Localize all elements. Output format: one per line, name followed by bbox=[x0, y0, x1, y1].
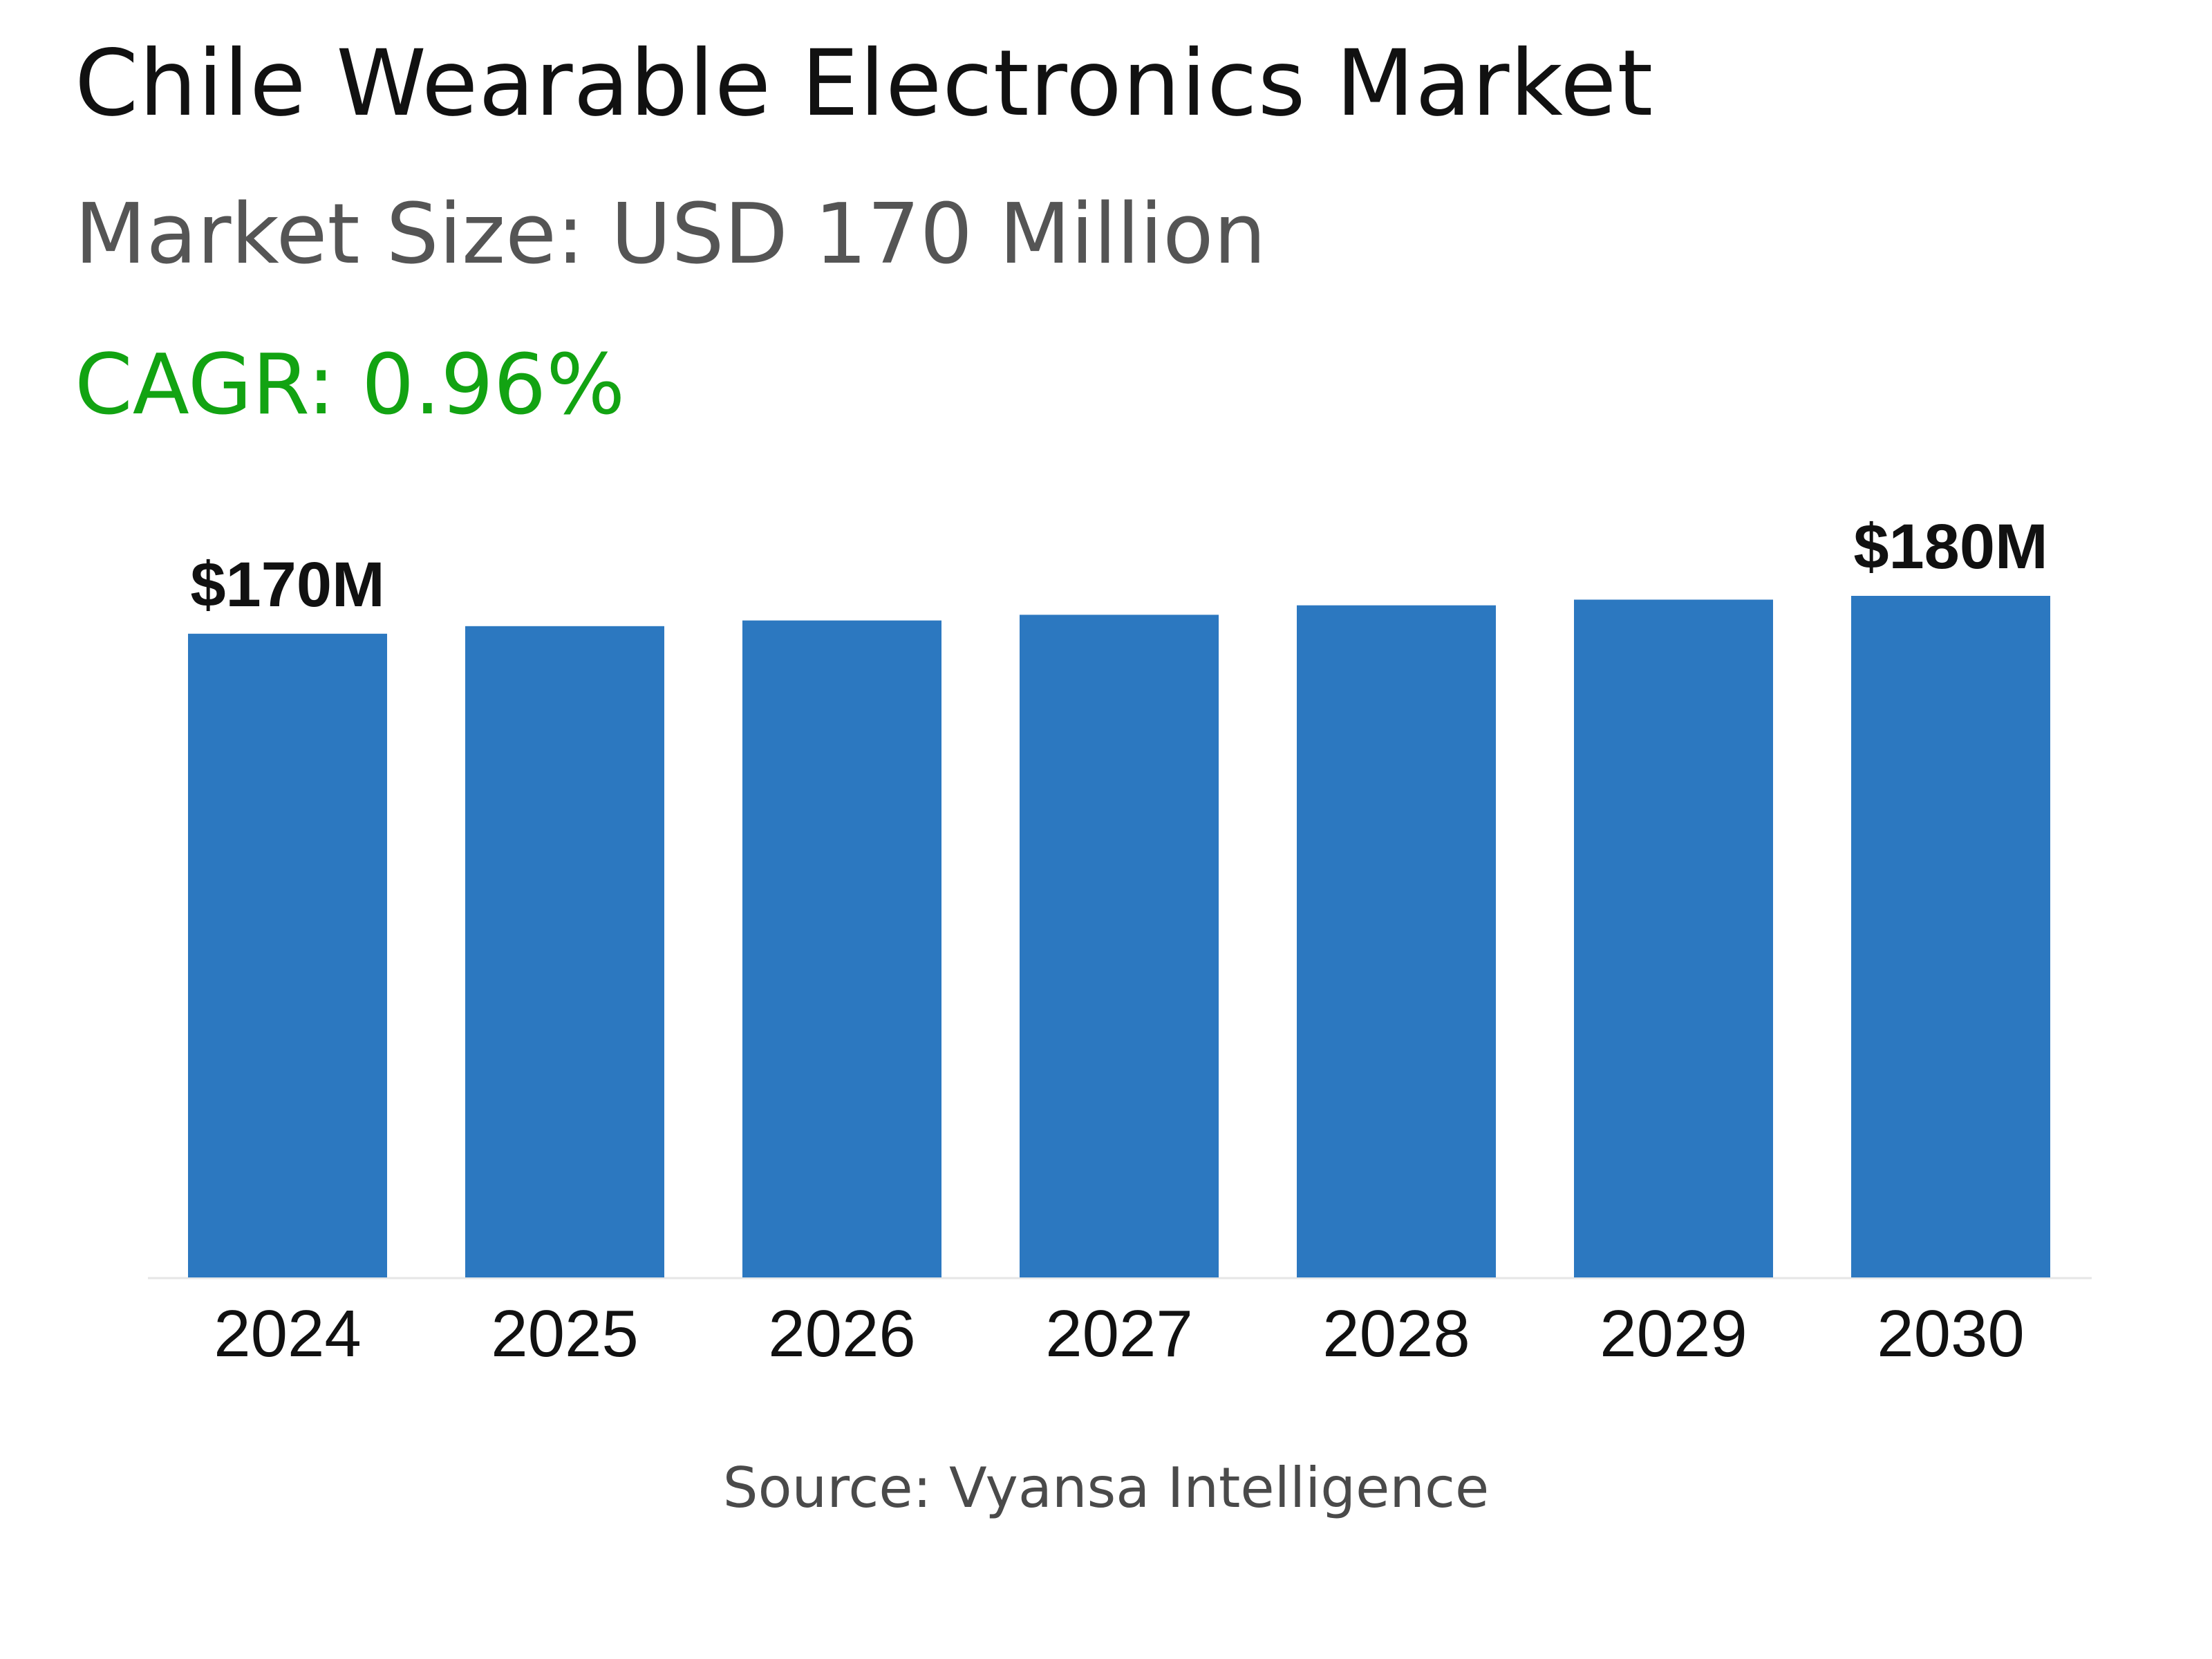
bar-2029 bbox=[1574, 599, 1773, 1277]
bar-2024 bbox=[188, 633, 387, 1277]
x-tick-label-2030: 2030 bbox=[1877, 1297, 2025, 1371]
bar-2028 bbox=[1297, 605, 1496, 1277]
chart-title: Chile Wearable Electronics Market bbox=[75, 30, 1654, 137]
x-tick-label-2025: 2025 bbox=[491, 1297, 639, 1371]
x-tick-label-2027: 2027 bbox=[1045, 1297, 1193, 1371]
source-note: Source: Vyansa Intelligence bbox=[722, 1456, 1490, 1520]
x-tick-label-2028: 2028 bbox=[1322, 1297, 1470, 1371]
x-tick-label-2026: 2026 bbox=[768, 1297, 916, 1371]
cagr-label: CAGR: 0.96% bbox=[75, 337, 626, 433]
bar-2027 bbox=[1020, 615, 1219, 1277]
data-label-2024: $170M bbox=[190, 550, 384, 620]
x-tick-label-2024: 2024 bbox=[214, 1297, 362, 1371]
bar-2025 bbox=[465, 626, 664, 1277]
x-tick-label-2029: 2029 bbox=[1600, 1297, 1747, 1371]
bar-2030 bbox=[1851, 596, 2050, 1277]
data-label-2030: $180M bbox=[1853, 512, 2047, 582]
market-size-label: Market Size: USD 170 Million bbox=[75, 187, 1266, 283]
bar-2026 bbox=[742, 620, 941, 1277]
